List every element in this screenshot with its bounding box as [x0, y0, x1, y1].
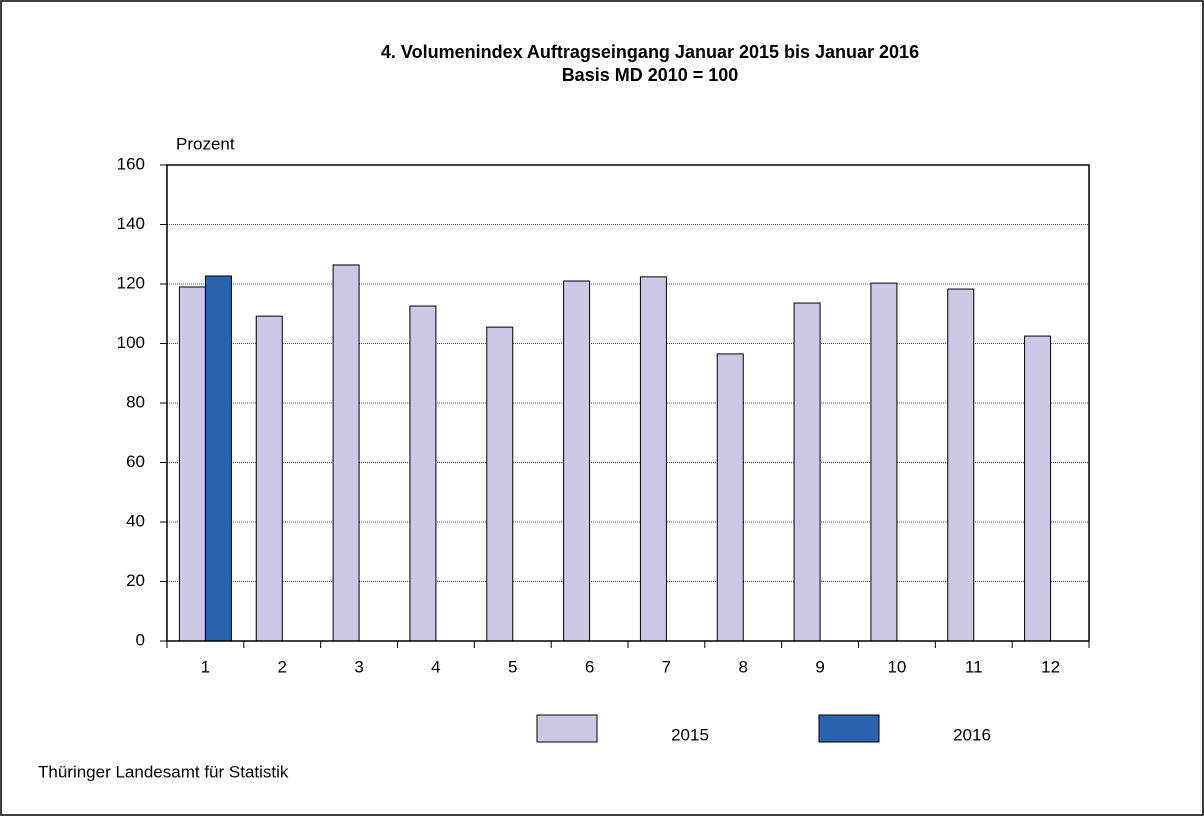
y-tick-label: 120 — [117, 273, 145, 292]
legend-swatch — [536, 714, 598, 743]
y-tick-label: 80 — [126, 392, 145, 411]
bar — [1024, 335, 1052, 642]
y-tick-label: 20 — [126, 571, 145, 590]
bar — [947, 288, 975, 642]
y-tick-label: 40 — [126, 511, 145, 530]
bar — [409, 305, 437, 642]
x-tick-label: 12 — [1041, 657, 1060, 676]
y-axis-label: Prozent — [176, 134, 235, 153]
y-tick-label: 140 — [117, 214, 145, 233]
bar — [255, 315, 283, 642]
y-tick-label: 60 — [126, 452, 145, 471]
x-tick-label: 6 — [585, 657, 594, 676]
bar — [716, 353, 744, 642]
bar — [332, 264, 360, 642]
legend-label: 2016 — [953, 725, 991, 744]
x-tick-label: 7 — [662, 657, 671, 676]
x-tick-label: 2 — [278, 657, 287, 676]
chart-title: 4. Volumenindex Auftragseingang Januar 2… — [381, 42, 919, 62]
bar — [870, 282, 898, 642]
bar — [639, 276, 667, 642]
bar — [204, 275, 232, 642]
bar — [178, 286, 206, 642]
x-tick-label: 4 — [431, 657, 440, 676]
source: Thüringer Landesamt für Statistik — [38, 762, 289, 781]
bar — [793, 302, 821, 642]
x-tick-label: 5 — [508, 657, 517, 676]
x-tick-label: 8 — [739, 657, 748, 676]
x-tick-label: 3 — [354, 657, 363, 676]
x-tick-label: 11 — [965, 657, 983, 676]
x-tick-label: 9 — [815, 657, 824, 676]
y-tick-label: 160 — [117, 154, 145, 173]
bar — [486, 326, 514, 642]
y-tick-label: 0 — [136, 630, 145, 649]
y-tick-label: 100 — [117, 333, 145, 352]
x-tick-label: 1 — [201, 657, 210, 676]
x-tick-label: 10 — [887, 657, 906, 676]
legend-swatch — [818, 714, 880, 743]
chart-subtitle: Basis MD 2010 = 100 — [562, 65, 739, 85]
legend-label: 2015 — [671, 725, 709, 744]
bar — [563, 280, 591, 642]
plot-border — [166, 164, 1090, 642]
